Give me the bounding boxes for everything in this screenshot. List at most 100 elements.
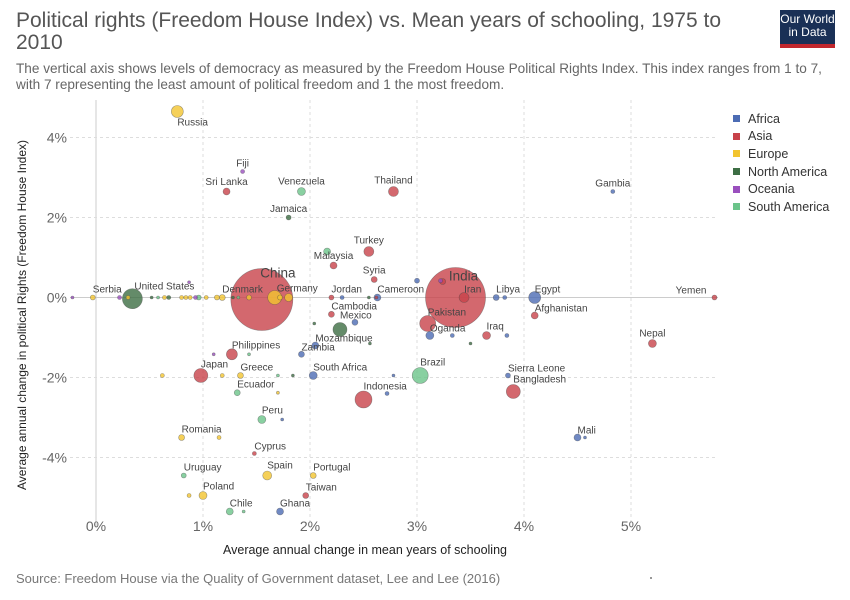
legend-item[interactable]: South America bbox=[733, 198, 829, 216]
data-point-unlabeled[interactable] bbox=[280, 417, 284, 422]
data-point[interactable] bbox=[458, 292, 470, 303]
data-point[interactable] bbox=[308, 371, 318, 380]
data-point-unlabeled[interactable] bbox=[166, 295, 172, 300]
data-point[interactable] bbox=[225, 507, 234, 516]
data-point-unlabeled[interactable] bbox=[502, 295, 508, 300]
data-point-unlabeled[interactable] bbox=[156, 295, 160, 300]
data-point-unlabeled[interactable] bbox=[125, 295, 131, 300]
data-point-unlabeled[interactable] bbox=[70, 295, 75, 300]
data-point[interactable] bbox=[226, 348, 238, 361]
data-point[interactable] bbox=[285, 214, 292, 221]
data-point[interactable] bbox=[370, 276, 378, 283]
data-point[interactable] bbox=[329, 261, 338, 270]
data-point-unlabeled[interactable] bbox=[312, 321, 317, 326]
data-point-unlabeled[interactable] bbox=[414, 277, 420, 284]
data-point-unlabeled[interactable] bbox=[219, 373, 225, 378]
data-point-unlabeled[interactable] bbox=[277, 294, 283, 301]
data-point[interactable] bbox=[171, 105, 184, 118]
data-point-unlabeled[interactable] bbox=[179, 295, 184, 300]
data-point[interactable] bbox=[419, 315, 437, 332]
data-point[interactable] bbox=[363, 246, 375, 257]
data-point-unlabeled[interactable] bbox=[374, 295, 379, 300]
data-point-unlabeled[interactable] bbox=[241, 509, 246, 514]
data-point-unlabeled[interactable] bbox=[276, 373, 280, 378]
data-point-unlabeled[interactable] bbox=[187, 295, 193, 300]
data-point-unlabeled[interactable] bbox=[211, 352, 216, 357]
data-point[interactable] bbox=[328, 310, 335, 318]
data-point[interactable] bbox=[492, 294, 500, 301]
data-point[interactable] bbox=[425, 331, 435, 340]
data-point-unlabeled[interactable] bbox=[187, 280, 191, 285]
data-point-unlabeled[interactable] bbox=[291, 373, 295, 378]
data-point[interactable] bbox=[237, 372, 244, 379]
data-point[interactable] bbox=[309, 472, 317, 479]
data-point[interactable] bbox=[198, 491, 208, 500]
data-point-unlabeled[interactable] bbox=[247, 352, 251, 357]
data-point-unlabeled[interactable] bbox=[236, 295, 241, 300]
data-point-unlabeled[interactable] bbox=[438, 278, 443, 284]
data-point[interactable] bbox=[89, 294, 96, 301]
data-point-unlabeled[interactable] bbox=[162, 295, 167, 300]
data-point-unlabeled[interactable] bbox=[351, 318, 359, 326]
data-point[interactable] bbox=[302, 492, 310, 499]
data-point[interactable] bbox=[276, 507, 284, 516]
data-point-unlabeled[interactable] bbox=[183, 295, 189, 300]
data-point[interactable] bbox=[230, 268, 294, 331]
data-point[interactable] bbox=[180, 472, 187, 479]
data-point-unlabeled[interactable] bbox=[368, 341, 372, 346]
data-point-unlabeled[interactable] bbox=[216, 435, 222, 440]
data-point[interactable] bbox=[298, 350, 305, 358]
legend-item[interactable]: Asia bbox=[733, 128, 829, 146]
data-point[interactable] bbox=[411, 367, 429, 384]
data-point[interactable] bbox=[240, 169, 245, 174]
data-point[interactable] bbox=[233, 389, 241, 397]
data-point[interactable] bbox=[354, 390, 373, 409]
data-point-unlabeled[interactable] bbox=[468, 341, 473, 346]
data-point-unlabeled[interactable] bbox=[246, 294, 252, 301]
data-point[interactable] bbox=[610, 189, 616, 194]
data-point[interactable] bbox=[648, 339, 657, 348]
data-point-unlabeled[interactable] bbox=[367, 295, 371, 300]
data-point[interactable] bbox=[328, 294, 335, 301]
data-point[interactable] bbox=[711, 294, 718, 301]
data-point[interactable] bbox=[257, 415, 267, 424]
data-point[interactable] bbox=[530, 311, 539, 320]
data-point-unlabeled[interactable] bbox=[284, 293, 293, 302]
legend-item[interactable]: North America bbox=[733, 163, 829, 181]
data-point[interactable] bbox=[505, 384, 521, 399]
data-point-unlabeled[interactable] bbox=[391, 373, 396, 378]
data-point-unlabeled[interactable] bbox=[583, 435, 587, 440]
data-point-unlabeled[interactable] bbox=[186, 493, 192, 498]
data-point[interactable] bbox=[573, 433, 582, 442]
legend-item[interactable]: Africa bbox=[733, 110, 829, 128]
data-point[interactable] bbox=[297, 187, 306, 196]
data-point[interactable] bbox=[311, 341, 320, 350]
data-point[interactable] bbox=[252, 451, 257, 456]
data-point-unlabeled[interactable] bbox=[214, 294, 220, 301]
data-point-unlabeled[interactable] bbox=[160, 373, 165, 378]
data-point-unlabeled[interactable] bbox=[323, 247, 331, 256]
data-point[interactable] bbox=[332, 322, 348, 337]
legend-item[interactable]: Europe bbox=[733, 145, 829, 163]
data-point[interactable] bbox=[482, 331, 491, 340]
our-world-in-data-logo[interactable]: Our World in Data bbox=[780, 10, 835, 48]
data-point-unlabeled[interactable] bbox=[450, 333, 455, 338]
data-point[interactable] bbox=[528, 291, 542, 304]
data-point-unlabeled[interactable] bbox=[203, 295, 209, 300]
data-point-unlabeled[interactable] bbox=[149, 295, 154, 300]
data-point-unlabeled[interactable] bbox=[339, 295, 345, 300]
data-point-unlabeled[interactable] bbox=[231, 295, 235, 300]
data-point-unlabeled[interactable] bbox=[276, 390, 280, 395]
data-point-unlabeled[interactable] bbox=[504, 333, 510, 338]
data-point[interactable] bbox=[505, 372, 511, 379]
data-point[interactable] bbox=[178, 434, 185, 441]
data-point-unlabeled[interactable] bbox=[193, 295, 198, 300]
data-point-unlabeled[interactable] bbox=[384, 391, 390, 396]
data-point-unlabeled[interactable] bbox=[117, 295, 122, 300]
data-point[interactable] bbox=[122, 288, 143, 310]
data-point[interactable] bbox=[193, 368, 209, 383]
data-point[interactable] bbox=[388, 186, 399, 197]
data-point[interactable] bbox=[222, 187, 231, 196]
data-point[interactable] bbox=[262, 470, 273, 481]
legend-item[interactable]: Oceania bbox=[733, 180, 829, 198]
